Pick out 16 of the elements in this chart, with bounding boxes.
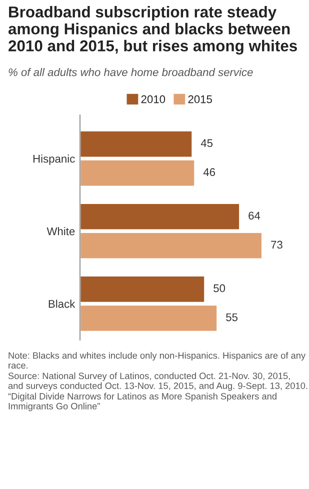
data-label: 73 <box>271 240 282 249</box>
y-tick-label: Hispanic <box>33 154 75 165</box>
data-label: 55 <box>226 313 238 322</box>
chart-title: Broadband subscription rate steady among Hispanics and blacks between 2010 and 2015, but rises among whites <box>8 6 297 55</box>
data-label: 46 <box>203 168 216 176</box>
data-label: 45 <box>200 139 213 148</box>
text: “Digital Divide Narrows for Latinos as More Spanish Speakers and Immigrants Go Online” <box>8 392 276 412</box>
legend-label: 2015 <box>188 95 212 104</box>
source-note: Source: National Survey of Latinos, conducted Oct. 21-Nov. 30, 2015, and surveys conducted Oct. 13-Nov. 15, 2015, and Aug. 9-Sept. 13, 2010. <box>8 372 308 391</box>
data-label: 64 <box>248 212 260 220</box>
text: Note: Blacks and whites include only non-Hispanics. Hispanics are of any race. <box>8 352 306 369</box>
chart-subtitle: % of all adults who have home broadband service <box>8 68 253 76</box>
y-tick-label: Black <box>48 300 76 308</box>
y-tick-label: White <box>46 227 75 236</box>
data-label: 50 <box>214 284 226 292</box>
legend-label: 2010 <box>141 95 166 104</box>
